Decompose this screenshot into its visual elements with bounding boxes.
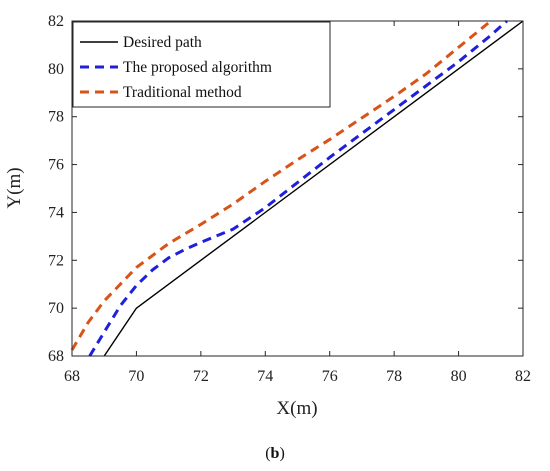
y-tick-label: 82	[48, 13, 64, 30]
y-tick-label: 80	[48, 61, 64, 78]
series-line-1	[103, 20, 524, 357]
y-tick-label: 70	[48, 300, 64, 317]
series-line-2	[88, 19, 508, 357]
x-tick-label: 76	[322, 368, 338, 385]
caption-letter: b	[271, 445, 280, 462]
series-layer	[70, 19, 524, 357]
x-tick-label: 68	[64, 368, 80, 385]
y-tick-label: 74	[48, 204, 64, 221]
legend: Desired path The proposed algorithm Tradit…	[72, 21, 331, 108]
x-tick-label: 78	[386, 368, 402, 385]
legend-label-1: Desired path	[123, 34, 202, 51]
plot-frame	[71, 20, 524, 357]
x-tick-label: 82	[515, 368, 531, 385]
caption-open: (	[265, 445, 270, 462]
y-axis-label: Y(m)	[4, 167, 25, 208]
series-line-3	[70, 19, 492, 351]
x-tick-label: 80	[451, 368, 467, 385]
y-axis-ticks: 68 70 72 74 76 78 80 82	[48, 13, 523, 365]
x-axis-label: X(m)	[276, 398, 317, 419]
y-tick-label: 68	[48, 348, 64, 365]
x-tick-label: 70	[128, 368, 144, 385]
caption-close: )	[279, 445, 284, 462]
figure-caption: (b)	[265, 445, 285, 462]
legend-label-3: Traditional method	[123, 84, 242, 101]
x-tick-label: 72	[193, 368, 209, 385]
y-tick-label: 76	[48, 157, 64, 174]
legend-label-2: The proposed algorithm	[123, 59, 272, 76]
x-tick-label: 74	[257, 368, 273, 385]
y-tick-label: 78	[48, 109, 64, 126]
y-tick-label: 72	[48, 252, 64, 269]
